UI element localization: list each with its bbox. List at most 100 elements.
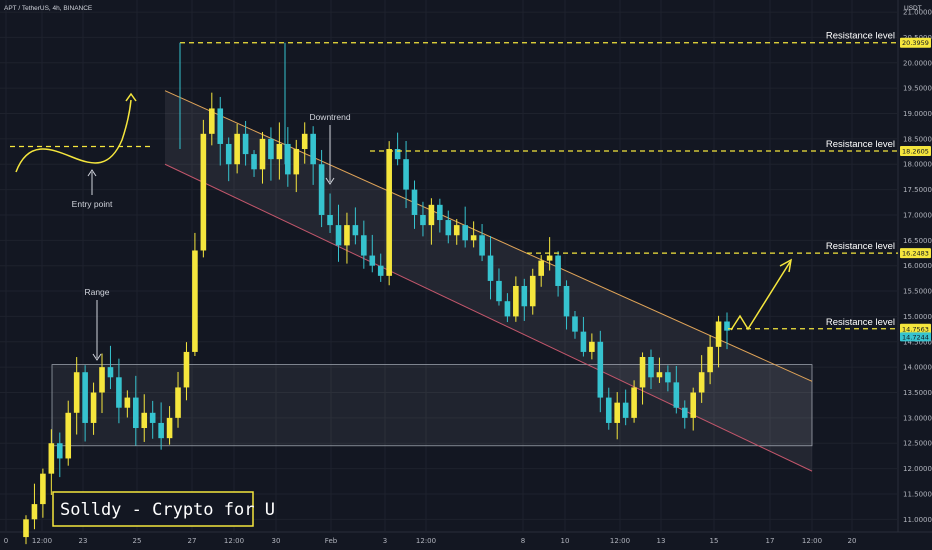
candle-body-bear [116, 377, 122, 408]
candle-body-bear [285, 143, 291, 175]
arrow-up-icon [779, 258, 792, 273]
candle-body-bear [377, 265, 384, 276]
projection-zigzag [730, 261, 791, 331]
candle-body-bull [589, 341, 595, 352]
range-label: Range [84, 287, 109, 297]
candle-body-bull [200, 133, 207, 251]
candle-body-bear [673, 382, 680, 408]
resistance-price-badge [900, 323, 931, 334]
y-tick-label: 19.5000 [903, 85, 932, 93]
x-tick-label: 3 [383, 537, 387, 545]
candle-body-bear [521, 285, 528, 307]
candle-body-bull [529, 275, 536, 307]
candle-body-bear [462, 225, 468, 241]
candle-body-bear [724, 321, 730, 331]
candle-body-bull [614, 402, 621, 423]
resistance-price-text: 16.2483 [902, 250, 929, 258]
candle-body-bear [648, 357, 654, 378]
candle-body-bear [56, 443, 63, 459]
candle-body-bull [40, 473, 46, 505]
resistance-price-badge [900, 248, 931, 259]
x-tick-label: 30 [272, 537, 281, 545]
y-tick-label: 17.5000 [903, 186, 932, 194]
x-tick-label: 23 [79, 537, 88, 545]
candle-body-bear [352, 225, 359, 236]
arrow-down-icon [325, 177, 335, 185]
resistance-price-text: 20.3959 [902, 39, 929, 47]
y-tick-label: 16.0000 [903, 262, 932, 270]
candle-body-bear [82, 372, 88, 423]
candle-body-bear [665, 372, 671, 383]
candle-body-bear [394, 149, 401, 160]
symbol-title: APT / TetherUS, 4h, BINANCE [4, 5, 93, 12]
x-tick-label: 0 [4, 537, 8, 545]
candle-body-bear [268, 138, 274, 160]
candle-body-bull [175, 387, 181, 418]
candle-body-bear [563, 285, 570, 317]
candle-body-bear [681, 407, 688, 418]
y-tick-label: 19.0000 [903, 110, 932, 118]
candle-body-bull [73, 372, 80, 413]
y-tick-label: 11.5000 [903, 490, 932, 498]
candle-body-bear [411, 189, 418, 215]
y-tick-label: 14.5000 [903, 338, 932, 346]
candle-body-bear [310, 133, 316, 165]
resistance-label: Resistance level [826, 139, 895, 150]
arrow-up-icon [87, 169, 97, 177]
x-tick-label: 13 [657, 537, 666, 545]
candle-body-bear [572, 316, 578, 332]
candle-body-bear [158, 422, 164, 439]
candle-body-bull [192, 250, 198, 352]
y-tick-label: 13.0000 [903, 414, 932, 422]
candle-body-bull [259, 138, 266, 170]
y-tick-label: 18.0000 [903, 161, 932, 169]
x-tick-label: 12:00 [610, 537, 630, 545]
candle-body-bull [48, 443, 55, 474]
x-tick-label: 12:00 [416, 537, 436, 545]
current-price-text: 14.7244 [902, 333, 929, 341]
y-tick-label: 12.0000 [903, 465, 932, 473]
candle-body-bull [538, 260, 544, 276]
resistance-price-text: 18.2605 [902, 148, 929, 156]
candle-body-bear [622, 402, 629, 418]
y-tick-label: 20.0000 [903, 59, 932, 67]
watermark-box [52, 491, 254, 527]
candle-body-bull [23, 519, 29, 538]
resistance-label: Resistance level [826, 241, 895, 252]
candle-body-bear [445, 220, 452, 236]
candle-body-bear [361, 235, 367, 256]
candle-body-bear [479, 235, 485, 256]
current-price-badge [900, 332, 931, 342]
y-tick-label: 12.5000 [903, 440, 932, 448]
currency-label: USDT [904, 5, 922, 12]
arrow-up-icon [125, 92, 137, 102]
y-tick-label: 13.5000 [903, 389, 932, 397]
candle-body-bull [90, 392, 97, 423]
x-tick-label: 27 [188, 537, 197, 545]
candle-body-bear [327, 214, 333, 226]
y-tick-label: 15.5000 [903, 288, 932, 296]
candle-body-bull [631, 387, 637, 418]
resistance-label: Resistance level [826, 31, 895, 42]
candle-body-bear [420, 214, 426, 226]
channel-lower-line [164, 163, 813, 472]
candle-body-bull [656, 372, 663, 378]
candle-body-bear [487, 255, 494, 281]
candle-body-bull [293, 149, 300, 175]
y-tick-label: 21.0000 [903, 9, 932, 17]
candle-body-bull [276, 143, 283, 160]
y-tick-label: 11.0000 [903, 516, 932, 524]
candle-body-bull [470, 235, 477, 241]
downtrend-label: Downtrend [309, 112, 350, 122]
entry-point-label: Entry point [72, 199, 113, 209]
candle-body-bull [453, 225, 460, 236]
candle-body-bull [183, 351, 190, 388]
y-tick-label: 15.0000 [903, 313, 932, 321]
candle-body-bull [639, 357, 646, 388]
candle-body-bull [209, 108, 215, 134]
y-tick-label: 14.0000 [903, 364, 932, 372]
candle-body-bear [555, 255, 561, 286]
